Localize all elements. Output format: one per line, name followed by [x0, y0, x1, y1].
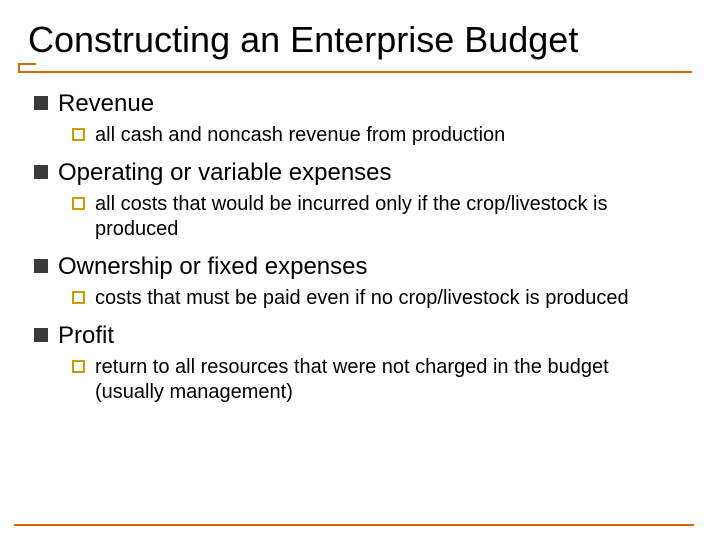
open-square-bullet-icon — [72, 128, 85, 141]
list-item: Operating or variable expenses — [34, 158, 692, 188]
list-subitem-label: return to all resources that were not ch… — [95, 355, 672, 405]
open-square-bullet-icon — [72, 291, 85, 304]
list-item-label: Operating or variable expenses — [58, 158, 392, 188]
list-subitem-label: all cash and noncash revenue from produc… — [95, 123, 505, 148]
list-subitem-label: all costs that would be incurred only if… — [95, 192, 672, 242]
square-bullet-icon — [34, 96, 48, 110]
list-item-label: Revenue — [58, 89, 154, 119]
list-subitem: all cash and noncash revenue from produc… — [72, 123, 692, 148]
list-item: Profit — [34, 321, 692, 351]
list-subitem-label: costs that must be paid even if no crop/… — [95, 286, 629, 311]
title-region: Constructing an Enterprise Budget — [28, 18, 692, 71]
open-square-bullet-icon — [72, 197, 85, 210]
title-rule — [18, 71, 692, 73]
list-item-label: Ownership or fixed expenses — [58, 252, 368, 282]
bottom-rule — [14, 524, 694, 526]
list-item-label: Profit — [58, 321, 114, 351]
list-subitem: return to all resources that were not ch… — [72, 355, 692, 405]
square-bullet-icon — [34, 259, 48, 273]
slide: Constructing an Enterprise Budget Revenu… — [0, 0, 720, 540]
list-subitem: costs that must be paid even if no crop/… — [72, 286, 692, 311]
open-square-bullet-icon — [72, 360, 85, 373]
content-region: Revenue all cash and noncash revenue fro… — [28, 89, 692, 405]
slide-title: Constructing an Enterprise Budget — [28, 18, 692, 61]
square-bullet-icon — [34, 328, 48, 342]
list-subitem: all costs that would be incurred only if… — [72, 192, 692, 242]
list-item: Ownership or fixed expenses — [34, 252, 692, 282]
square-bullet-icon — [34, 165, 48, 179]
list-item: Revenue — [34, 89, 692, 119]
